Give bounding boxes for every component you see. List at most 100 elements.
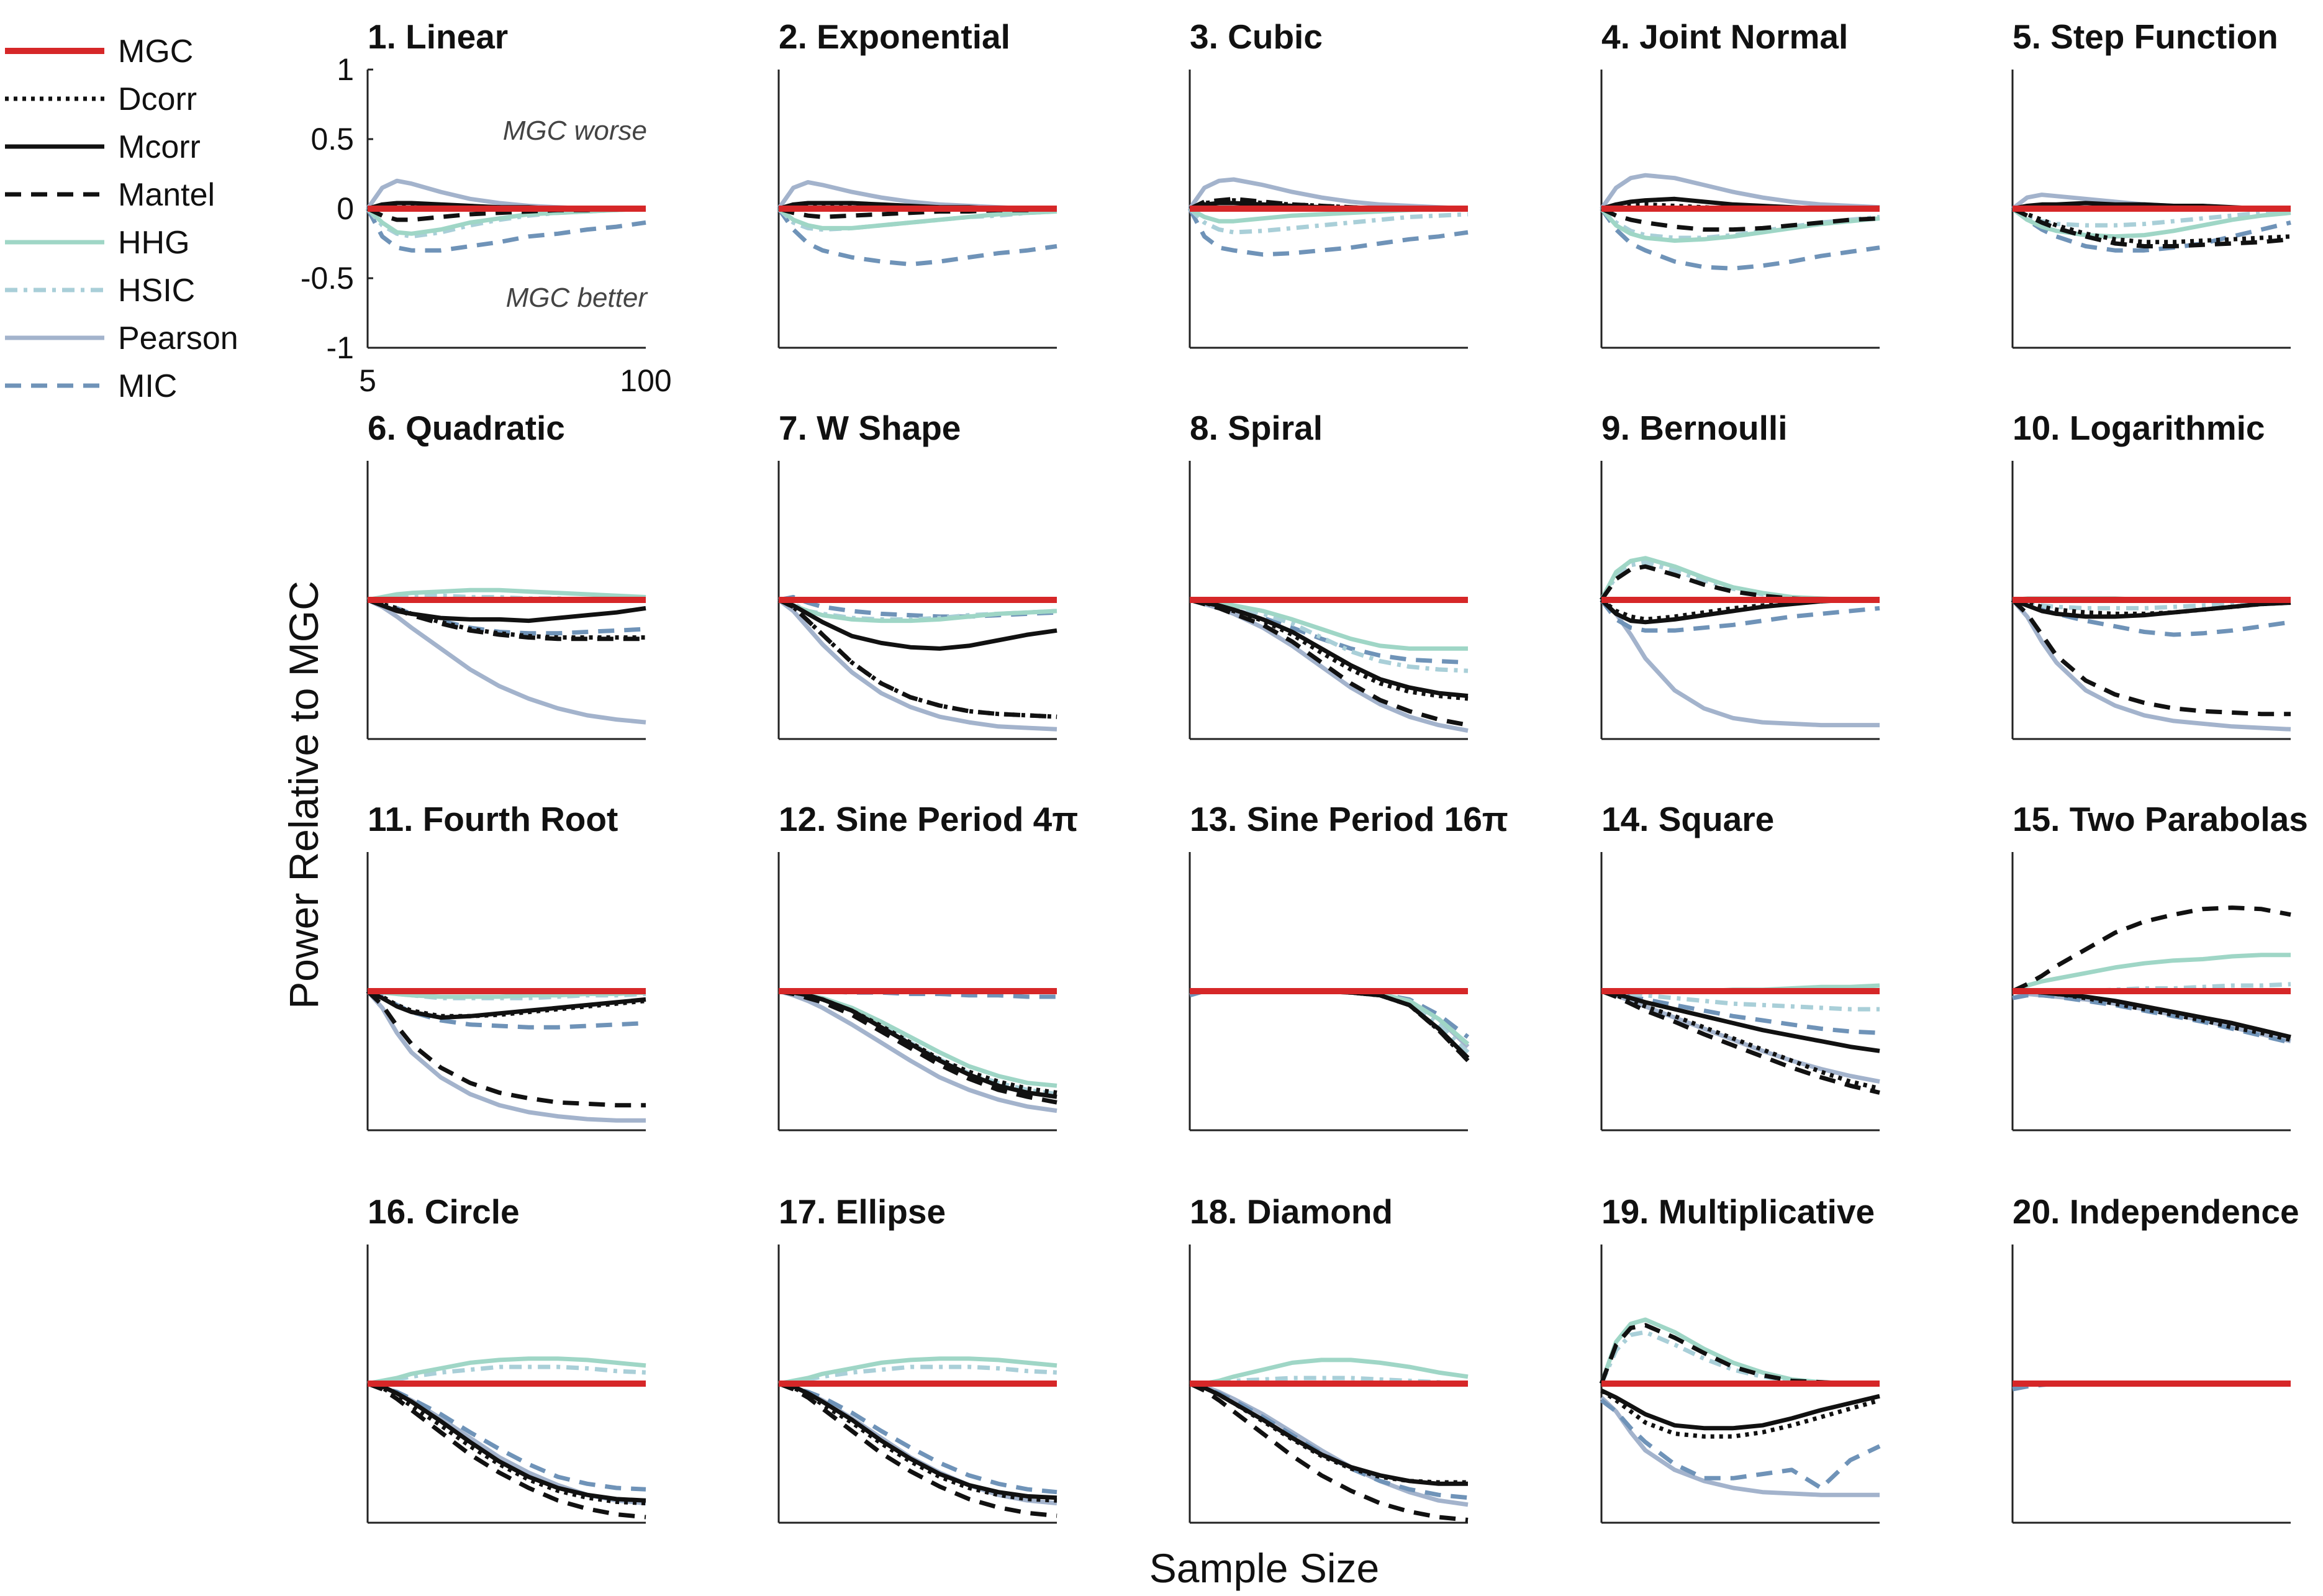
panel-1-title: 1. Linear (368, 17, 508, 56)
legend-label-mcorr: Mcorr (118, 129, 201, 165)
panel-9-series-mantel (1600, 564, 1880, 602)
panel-15-series-mantel (2011, 905, 2291, 994)
panel-10-series-pearson (2011, 598, 2291, 732)
panel-16-series-hsic (367, 1364, 646, 1386)
panel-10: 10. Logarithmic (2011, 409, 2291, 740)
panel-13-series-dcorr (1190, 989, 1470, 1063)
panel-7: 7. W Shape (777, 409, 1057, 740)
panel-19-series-mantel (1599, 1323, 1880, 1386)
panel-1-ytick-label: 0.5 (310, 122, 354, 156)
panel-11-series-pearson (366, 989, 646, 1123)
legend-label-hsic: HSIC (118, 273, 195, 309)
panel-7-series-pearson (777, 598, 1057, 732)
panel-11-title: 11. Fourth Root (368, 800, 618, 838)
panel-14-series-dcorr (1601, 989, 1880, 1091)
panel-4-series-mantel (1600, 206, 1880, 232)
panel-2-series-mic (777, 207, 1057, 267)
panel-7-series-dcorr (777, 597, 1057, 719)
panel-5-series-dcorr (2011, 206, 2291, 245)
panel-19-series-mic (1600, 1399, 1881, 1490)
panel-12-series-mantel (778, 989, 1057, 1105)
panel-12: 12. Sine Period 4π (777, 800, 1078, 1131)
panel-8-series-hsic (1189, 597, 1469, 673)
panel-13-series-mantel (1190, 989, 1470, 1063)
legend-item-mic: MIC (5, 368, 177, 404)
panel-1-xtick-label: 5 (359, 363, 376, 398)
panel-17-series-hsic (778, 1364, 1057, 1386)
legend-label-pearson: Pearson (118, 320, 238, 356)
panel-6: 6. Quadratic (366, 409, 646, 740)
panel-4: 4. Joint Normal (1600, 17, 1880, 349)
panel-8-title: 8. Spiral (1190, 409, 1323, 447)
panel-6-series-dcorr (367, 597, 646, 640)
panel-18-series-hsic (1190, 1376, 1469, 1386)
panel-17-series-hhg (778, 1356, 1057, 1386)
legend-item-pearson: Pearson (5, 320, 238, 356)
panel-5: 5. Step Function (2011, 17, 2291, 349)
panel-18-title: 18. Diamond (1190, 1192, 1393, 1231)
panel-6-series-hhg (367, 587, 646, 602)
panel-18: 18. Diamond (1189, 1192, 1469, 1524)
panel-3-title: 3. Cubic (1190, 17, 1323, 56)
panel-2-series-hhg (777, 207, 1057, 230)
panel-3-series-mic (1187, 207, 1469, 257)
panel-9-series-dcorr (1600, 597, 1880, 622)
panel-16: 16. Circle (366, 1192, 646, 1524)
panel-4-title: 4. Joint Normal (1601, 17, 1848, 56)
panel-19-series-pearson (1600, 1395, 1880, 1497)
panel-16-title: 16. Circle (368, 1192, 520, 1231)
panel-2-title: 2. Exponential (779, 17, 1010, 56)
panel-10-title: 10. Logarithmic (2013, 409, 2265, 447)
panel-15-title: 15. Two Parabolas (2013, 800, 2308, 838)
panel-16-series-hhg (367, 1356, 646, 1386)
legend-label-mgc: MGC (118, 34, 193, 70)
panel-15-series-mic (2012, 993, 2291, 1045)
panel-1-ytick-label: -1 (327, 330, 354, 365)
panel-16-series-dcorr (367, 1381, 646, 1506)
legend-label-mic: MIC (118, 368, 177, 404)
panel-1-xtick-label: 100 (620, 363, 671, 398)
panel-9: 9. Bernoulli (1599, 409, 1880, 740)
panel-7-series-mcorr (777, 597, 1057, 651)
panel-4-series-pearson (1600, 173, 1880, 211)
panel-9-series-pearson (1600, 598, 1880, 728)
panel-2-series-mantel (778, 206, 1057, 219)
panel-1-series-dcorr (367, 202, 646, 211)
panel-14-series-mantel (1600, 989, 1880, 1095)
panel-8-series-pearson (1189, 597, 1469, 733)
panel-17: 17. Ellipse (777, 1192, 1057, 1524)
legend-item-mcorr: Mcorr (5, 129, 201, 165)
panel-13-title: 13. Sine Period 16π (1190, 800, 1508, 838)
panel-2-series-dcorr (778, 202, 1057, 211)
panel-1: 1. Linear 1 0.5 0 -0.5 -15 100 (301, 17, 672, 398)
legend: MGC Dcorr Mcorr Mantel HHG HSIC Pearson MIC (5, 34, 238, 404)
panel-19-series-hsic (1599, 1330, 1880, 1386)
panel-13: 13. Sine Period 16π (1189, 800, 1508, 1131)
panel-3-series-dcorr (1189, 198, 1468, 211)
panel-9-title: 9. Bernoulli (1601, 409, 1788, 447)
annotation-mgc-worse: MGC worse (503, 116, 647, 146)
panel-9-series-mic (1600, 598, 1880, 633)
panel-16-series-mcorr (367, 1381, 646, 1503)
panel-20-title: 20. Independence (2013, 1192, 2299, 1231)
panel-15-series-hhg (2011, 953, 2291, 994)
panel-19-series-hhg (1599, 1317, 1880, 1386)
panel-10-series-hsic (2012, 597, 2291, 610)
legend-item-mgc: MGC (5, 34, 193, 70)
panel-17-series-mantel (777, 1381, 1057, 1518)
panel-4-series-hhg (1600, 207, 1880, 243)
panel-5-title: 5. Step Function (2013, 17, 2278, 56)
panel-17-series-dcorr (778, 1381, 1057, 1503)
panel-1-series-mic (365, 207, 646, 253)
panel-18-series-mantel (1189, 1381, 1469, 1522)
panel-5-series-mantel (2011, 206, 2291, 248)
panel-8: 8. Spiral (1189, 409, 1469, 740)
legend-label-mantel: Mantel (118, 177, 215, 213)
panel-3-series-hsic (1188, 207, 1469, 235)
panel-19-series-mcorr (1600, 1389, 1880, 1431)
panel-14: 14. Square (1600, 800, 1880, 1131)
legend-item-hsic: HSIC (5, 273, 195, 309)
legend-item-mantel: Mantel (5, 177, 215, 213)
panel-1-ytick-label: 1 (337, 52, 354, 87)
